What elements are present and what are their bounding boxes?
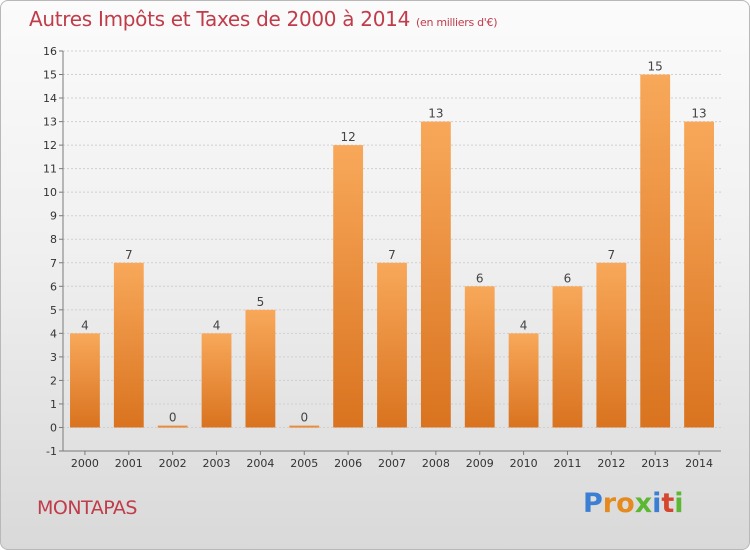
data-label: 0 [169,410,177,424]
y-tick-label: 13 [43,116,57,129]
bar [201,333,232,428]
data-label: 0 [300,410,308,424]
y-tick-label: 11 [43,163,57,176]
logo-letter: i [674,488,684,519]
x-tick-label: 2003 [203,457,231,470]
logo-letter: t [661,488,675,519]
data-label: 4 [81,318,89,332]
x-tick-label: 2009 [466,457,494,470]
x-tick-label: 2012 [597,457,625,470]
chart-title-text: Autres Impôts et Taxes de 2000 à 2014 [29,7,410,31]
data-label: 7 [388,248,396,262]
data-label: 6 [476,271,484,285]
y-tick-label: 8 [50,233,57,246]
data-label: 4 [520,318,528,332]
data-label: 12 [340,130,355,144]
data-label: 4 [213,318,221,332]
y-tick-label: 6 [50,280,57,293]
x-tick-label: 2005 [290,457,318,470]
commune-name: MONTAPAS [37,497,138,519]
x-tick-label: 2004 [246,457,274,470]
y-tick-label: 1 [50,398,57,411]
data-label: 13 [428,107,443,121]
chart-title: Autres Impôts et Taxes de 2000 à 2014 (en… [29,7,497,31]
logo-letter: o [616,488,635,519]
y-tick-label: 14 [43,92,57,105]
bar [640,74,671,428]
y-tick-label: 9 [50,210,57,223]
x-tick-label: 2011 [553,457,581,470]
x-tick-label: 2006 [334,457,362,470]
logo-letter: P [583,488,603,519]
y-tick-label: 3 [50,351,57,364]
data-label: 15 [648,60,663,74]
y-tick-label: 2 [50,374,57,387]
data-label: 7 [125,248,133,262]
bar [245,309,276,428]
bar [377,262,407,428]
y-tick-label: 0 [50,421,57,434]
x-tick-label: 2001 [115,457,143,470]
y-tick-label: -1 [46,445,57,458]
y-tick-label: 7 [50,257,57,270]
proxiti-logo: Proxiti [583,488,684,519]
x-tick-label: 2007 [378,457,406,470]
logo-letter: i [652,488,662,519]
bar [684,121,714,428]
bar [464,286,495,428]
x-tick-label: 2010 [510,457,538,470]
data-label: 6 [564,271,572,285]
chart-title-unit: (en milliers d'€) [416,16,498,29]
bar [552,286,583,428]
y-tick-label: 12 [43,139,57,152]
x-tick-label: 2008 [422,457,450,470]
bar [333,145,364,428]
logo-letter: x [634,488,653,519]
bar [420,121,451,428]
bar [596,262,627,428]
y-tick-label: 4 [50,327,57,340]
data-label: 7 [608,248,616,262]
y-tick-label: 5 [50,304,57,317]
bar [70,333,100,428]
x-tick-label: 2013 [641,457,669,470]
y-tick-label: 15 [43,69,57,82]
bar [508,333,539,428]
data-label: 13 [691,107,706,121]
x-tick-label: 2014 [685,457,713,470]
bar [157,425,188,428]
logo-letter: r [602,488,617,519]
y-tick-label: 16 [43,45,57,58]
x-tick-label: 2002 [159,457,187,470]
x-tick-label: 2000 [71,457,99,470]
bar [113,262,144,428]
y-tick-label: 10 [43,186,57,199]
bar [289,425,320,428]
data-label: 5 [257,295,265,309]
